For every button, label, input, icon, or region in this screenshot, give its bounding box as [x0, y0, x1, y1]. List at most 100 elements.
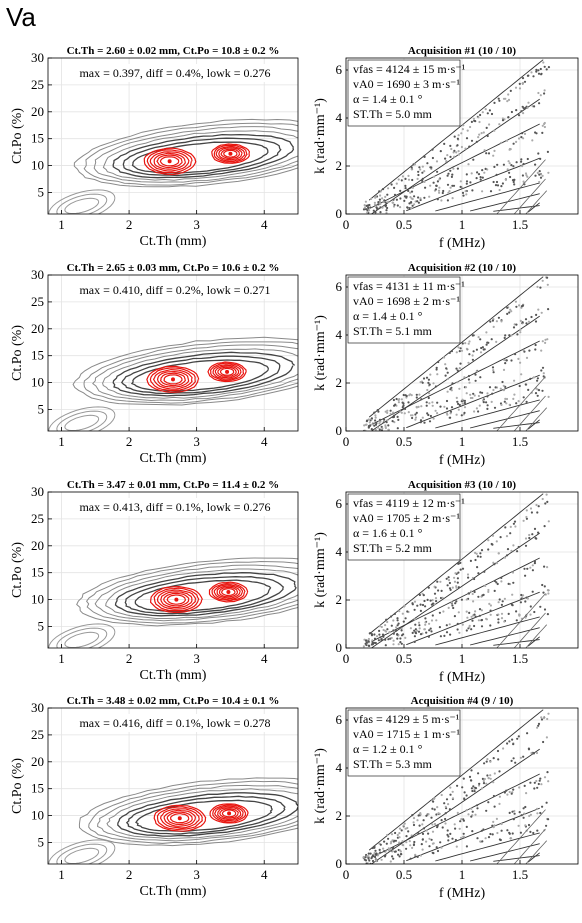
data-point: [489, 320, 492, 323]
data-point: [438, 178, 441, 181]
data-point: [459, 180, 462, 183]
data-point: [441, 826, 444, 829]
data-point: [536, 786, 539, 789]
data-point: [429, 414, 432, 418]
data-point: [423, 599, 426, 603]
data-point: [514, 353, 517, 356]
data-point: [414, 623, 417, 626]
data-point: [506, 139, 509, 142]
data-point: [518, 613, 521, 617]
y-tick-label: 2: [336, 375, 343, 390]
data-point: [419, 381, 422, 384]
data-point: [467, 378, 470, 381]
stats-box: [62, 714, 286, 732]
y-tick-label: 5: [38, 834, 45, 849]
data-point: [460, 414, 463, 417]
data-point: [392, 398, 395, 402]
data-point: [521, 132, 524, 135]
data-point: [476, 804, 479, 807]
data-point: [414, 413, 417, 416]
data-point: [524, 383, 527, 386]
data-point: [532, 752, 536, 755]
data-point: [391, 839, 394, 842]
data-point: [443, 142, 446, 145]
data-point: [512, 757, 515, 760]
contour-line: [102, 348, 298, 399]
data-point: [449, 786, 452, 789]
data-point: [517, 357, 520, 360]
data-point: [449, 412, 452, 415]
y-tick-label: 2: [336, 592, 343, 607]
data-point: [469, 779, 473, 782]
data-point: [431, 599, 434, 602]
data-point: [431, 156, 434, 160]
data-point: [386, 620, 389, 624]
data-point: [479, 338, 482, 341]
data-point: [386, 419, 389, 422]
data-point: [399, 637, 402, 640]
data-point: [459, 568, 462, 571]
data-point: [429, 373, 432, 376]
data-point: [481, 840, 484, 843]
data-point: [482, 828, 485, 831]
data-point: [443, 405, 446, 408]
y-tick-label: 0: [336, 640, 343, 655]
data-point: [478, 614, 481, 617]
data-point: [489, 609, 492, 612]
data-point: [481, 594, 484, 597]
data-point: [542, 591, 545, 594]
data-point: [471, 810, 474, 813]
data-point: [421, 177, 424, 180]
data-point: [500, 603, 503, 607]
data-point: [386, 411, 389, 414]
data-point: [374, 423, 378, 426]
data-point: [485, 760, 488, 763]
data-point: [521, 105, 524, 108]
data-point: [445, 412, 448, 415]
data-point: [374, 641, 377, 645]
data-point: [503, 791, 506, 794]
data-point: [502, 163, 505, 166]
contour-line: [122, 137, 282, 177]
data-point: [515, 140, 518, 143]
contour-line: [78, 777, 298, 847]
data-point: [412, 817, 416, 820]
data-point: [485, 331, 488, 334]
data-point: [495, 817, 498, 821]
dispersion-curve: [368, 276, 544, 418]
data-point: [543, 608, 547, 611]
data-point: [426, 598, 429, 602]
x-tick-label: 0: [343, 867, 350, 882]
data-point: [483, 171, 486, 174]
data-point: [394, 831, 397, 835]
plot-area: [48, 336, 298, 431]
peak-contour: [219, 808, 239, 819]
data-point: [377, 639, 380, 642]
data-point: [477, 619, 480, 622]
data-point: [396, 204, 399, 207]
y-tick-label: 25: [31, 294, 44, 309]
data-point: [536, 511, 539, 514]
data-point: [378, 625, 381, 628]
data-point: [428, 195, 431, 198]
data-point: [508, 403, 511, 406]
data-point: [518, 82, 521, 85]
data-point: [542, 372, 545, 375]
contour-line: [112, 351, 296, 397]
data-point: [462, 835, 466, 838]
peak-contour: [163, 592, 190, 607]
data-point: [423, 155, 426, 158]
data-point: [490, 112, 494, 116]
data-point: [537, 782, 540, 786]
data-point: [512, 326, 516, 329]
dispersion-curve: [513, 395, 546, 431]
data-point: [378, 418, 382, 421]
data-point: [485, 126, 488, 129]
data-point: [538, 173, 541, 176]
data-point: [458, 350, 461, 353]
data-point: [411, 602, 414, 605]
data-point: [382, 200, 385, 204]
data-point: [451, 797, 455, 800]
data-point: [377, 201, 380, 204]
data-point: [424, 186, 427, 189]
